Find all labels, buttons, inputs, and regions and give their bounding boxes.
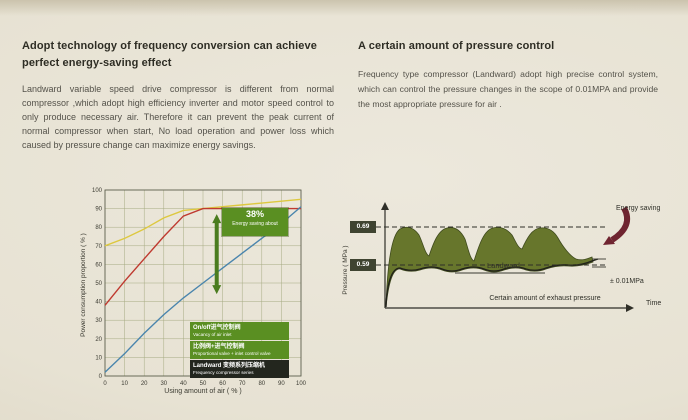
pressure-control-chart: Pressure ( MPa ) 0.69 0.59 Energy saving… (320, 200, 688, 332)
energy-saving-annotation-box: 38% Energy saving about (222, 208, 288, 236)
svg-text:20: 20 (95, 337, 102, 343)
left-column: Adopt technology of frequency conversion… (22, 38, 334, 153)
svg-text:30: 30 (160, 381, 167, 387)
svg-text:100: 100 (92, 188, 103, 194)
tolerance-label: ± 0.01MPa (610, 278, 644, 285)
legend-item: Landward 变频系列压缩机 Frequency compressor ser… (190, 360, 289, 378)
svg-text:70: 70 (239, 381, 246, 387)
legend-item: 比例阀+进气控制阀 Proportional valve + inlet cont… (190, 341, 289, 359)
right-column: A certain amount of pressure control Fre… (358, 38, 663, 112)
x-axis-arrow (626, 304, 634, 312)
y-axis-arrow (381, 202, 389, 210)
svg-text:60: 60 (219, 381, 226, 387)
pressure-band-area (385, 226, 594, 308)
svg-text:100: 100 (296, 381, 307, 387)
lower-pressure-wave-line (385, 258, 599, 308)
left-chart-y-axis-label: Power consumption proportion ( % ) (80, 233, 87, 337)
exhaust-pressure-caption: Certain amount of exhaust pressure (489, 295, 601, 302)
left-heading: Adopt technology of frequency conversion… (22, 40, 317, 69)
svg-text:40: 40 (180, 381, 187, 387)
left-chart-x-axis-label: Using amount of air ( % ) (164, 388, 242, 395)
svg-text:0: 0 (99, 374, 103, 380)
svg-text:10: 10 (121, 381, 128, 387)
annotation-text: Energy saving about (232, 221, 278, 227)
svg-text:10: 10 (95, 355, 102, 361)
svg-text:80: 80 (95, 225, 102, 231)
svg-text:80: 80 (258, 381, 265, 387)
annotation-percent: 38% (245, 209, 264, 219)
svg-text:90: 90 (95, 207, 102, 213)
svg-text:40: 40 (95, 300, 102, 306)
svg-text:60: 60 (95, 262, 102, 268)
energy-saving-arrowhead (603, 236, 615, 245)
time-axis-label: Time (646, 300, 662, 307)
right-body-text: Frequency type compressor (Landward) ado… (358, 68, 658, 109)
right-heading: A certain amount of pressure control (358, 40, 555, 52)
svg-text:30: 30 (95, 318, 102, 324)
svg-text:50: 50 (200, 381, 207, 387)
lower-pressure-value: 0.59 (350, 259, 376, 271)
top-shade-texture (0, 0, 688, 16)
svg-text:0: 0 (103, 381, 107, 387)
legend-item: On/off进气控制阀 Vacancy of air inlet (190, 322, 289, 340)
left-body-text: Landward variable speed drive compressor… (22, 84, 334, 150)
energy-saving-chart: Power consumption proportion ( % ) 0 10 20… (79, 184, 309, 416)
energy-saving-label: Energy saving (616, 205, 661, 212)
chart-legend: On/off进气控制阀 Vacancy of air inlet 比例阀+进气控制阀… (190, 322, 289, 379)
svg-text:90: 90 (278, 381, 285, 387)
upper-pressure-value: 0.69 (350, 221, 376, 233)
energy-saving-arrow (610, 206, 630, 243)
landward-band-label: Landward (487, 261, 520, 270)
pressure-chart-svg (376, 202, 634, 312)
svg-text:70: 70 (95, 244, 102, 250)
svg-text:20: 20 (141, 381, 148, 387)
svg-text:50: 50 (95, 281, 102, 287)
